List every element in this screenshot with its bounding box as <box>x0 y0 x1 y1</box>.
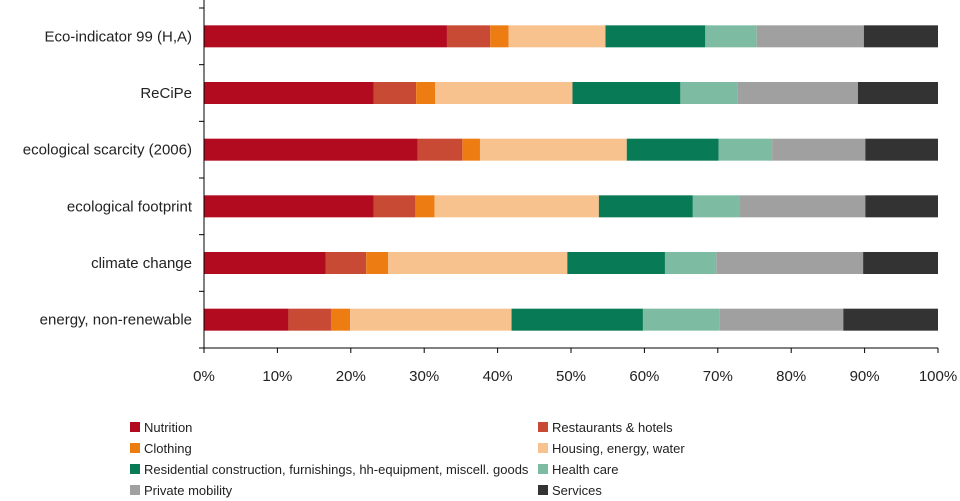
legend-swatch <box>130 443 140 453</box>
bar-segment <box>415 195 435 218</box>
bar-segment <box>572 82 681 104</box>
bar-segment <box>435 82 573 104</box>
x-tick-label: 90% <box>850 368 880 385</box>
legend-item: Restaurants & hotels <box>538 417 673 437</box>
x-tick-label: 30% <box>409 368 439 385</box>
x-tick-label: 20% <box>336 368 366 385</box>
stacked-bar-chart: Eco-indicator 99 (H,A) ReCiPe ecological s… <box>23 0 957 385</box>
bar-segment <box>772 138 866 161</box>
legend-swatch <box>130 422 140 432</box>
legend-swatch <box>538 422 548 432</box>
legend-label: Private mobility <box>144 482 233 498</box>
bar-segment <box>843 308 938 331</box>
bars-group <box>204 25 938 331</box>
bar-segment <box>330 308 351 331</box>
legend-label: Residential construction, furnishings, h… <box>144 461 529 477</box>
x-tick-label: 70% <box>703 368 733 385</box>
legend-swatch <box>538 464 548 474</box>
bar-segment <box>692 195 740 218</box>
legend-item: Services <box>538 480 602 500</box>
category-label: ecological footprint <box>67 198 193 215</box>
bar-segment <box>479 138 627 161</box>
bar-segment <box>664 252 717 274</box>
bar-segment <box>350 308 512 331</box>
bar-segment <box>719 308 844 331</box>
bar-segment <box>605 25 706 48</box>
bar-segment <box>417 138 463 161</box>
bar-segment <box>865 138 938 161</box>
bar-segment <box>373 195 416 218</box>
legend-swatch <box>130 464 140 474</box>
bar-segment <box>705 25 757 48</box>
bar-segment <box>288 308 331 331</box>
bar-segment <box>325 252 367 274</box>
bar-segment <box>865 195 938 218</box>
bar-segment <box>863 252 938 274</box>
category-label: ReCiPe <box>140 85 192 102</box>
category-label: Eco-indicator 99 (H,A) <box>44 28 192 45</box>
legend-label: Services <box>552 482 602 498</box>
bar-segment <box>388 252 568 274</box>
bar-segment <box>598 195 693 218</box>
x-tick-label: 80% <box>776 368 806 385</box>
legend-item: Residential construction, furnishings, h… <box>130 459 528 479</box>
legend-item: Private mobility <box>130 480 232 500</box>
bar-segment <box>434 195 599 218</box>
category-labels: Eco-indicator 99 (H,A) ReCiPe ecological s… <box>23 28 193 328</box>
bar-segment <box>204 82 374 104</box>
bar-segment <box>626 138 719 161</box>
bar-segment <box>680 82 738 104</box>
bar-segment <box>204 25 447 48</box>
bar-segment <box>511 308 643 331</box>
bar-segment <box>567 252 665 274</box>
legend-swatch <box>538 485 548 495</box>
x-tick-label: 0% <box>193 368 215 385</box>
legend-label: Housing, energy, water <box>552 440 685 456</box>
x-tick-label: 40% <box>483 368 513 385</box>
bar-segment <box>756 25 864 48</box>
legend-label: Restaurants & hotels <box>552 419 673 435</box>
legend: Nutrition Restaurants & hotels Clothing Hou… <box>130 417 950 501</box>
x-tick-label: 60% <box>629 368 659 385</box>
bar-segment <box>204 195 374 218</box>
bar-segment <box>863 25 938 48</box>
bar-segment <box>716 252 864 274</box>
legend-label: Nutrition <box>144 419 193 435</box>
x-tick-label: 50% <box>556 368 586 385</box>
bar-segment <box>857 82 938 104</box>
bar-segment <box>204 308 289 331</box>
x-tick-labels: 0% 10% 20% 30% 40% 50% 60% 70% 80% 90% 100% <box>193 368 957 385</box>
category-label: climate change <box>91 255 192 272</box>
bar-segment <box>737 82 858 104</box>
bar-segment <box>416 82 436 104</box>
legend-swatch <box>538 443 548 453</box>
x-tick-label: 10% <box>262 368 292 385</box>
x-tick-label: 100% <box>919 368 957 385</box>
bar-segment <box>446 25 491 48</box>
category-label: energy, non-renewable <box>40 312 192 329</box>
bar-segment <box>462 138 480 161</box>
bar-segment <box>204 138 418 161</box>
bar-segment <box>373 82 417 104</box>
legend-item: Clothing <box>130 438 192 458</box>
axes-group <box>199 0 939 353</box>
bar-segment <box>490 25 509 48</box>
bar-segment <box>642 308 720 331</box>
legend-item: Health care <box>538 459 618 479</box>
bar-segment <box>366 252 389 274</box>
category-label: ecological scarcity (2006) <box>23 142 192 159</box>
bar-segment <box>718 138 773 161</box>
bar-segment <box>739 195 866 218</box>
legend-label: Health care <box>552 461 619 477</box>
legend-item: Nutrition <box>130 417 192 437</box>
bar-segment <box>508 25 606 48</box>
legend-item: Housing, energy, water <box>538 438 685 458</box>
legend-swatch <box>130 485 140 495</box>
bar-segment <box>204 252 326 274</box>
legend-label: Clothing <box>144 440 192 456</box>
